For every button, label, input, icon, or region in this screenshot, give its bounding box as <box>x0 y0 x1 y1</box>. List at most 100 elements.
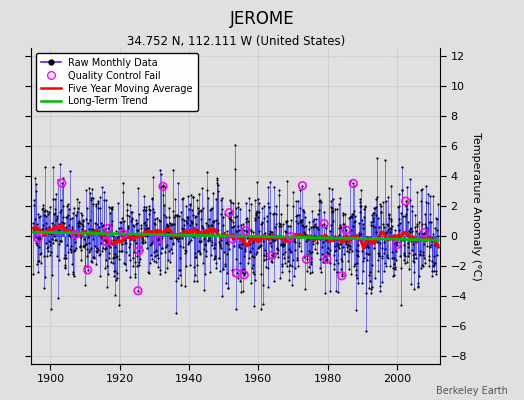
Point <box>395 203 403 209</box>
Point <box>136 256 144 263</box>
Point <box>35 214 43 220</box>
Point <box>122 249 130 255</box>
Point <box>400 256 408 263</box>
Point <box>166 259 174 266</box>
Point <box>262 264 270 270</box>
Point <box>235 244 243 250</box>
Point <box>33 221 41 227</box>
Legend: Raw Monthly Data, Quality Control Fail, Five Year Moving Average, Long-Term Tren: Raw Monthly Data, Quality Control Fail, … <box>36 53 198 111</box>
Point <box>114 234 122 240</box>
Point <box>166 220 174 226</box>
Point <box>199 260 207 266</box>
Point <box>51 191 60 198</box>
Point <box>94 197 103 204</box>
Point <box>181 247 190 253</box>
Point <box>39 204 47 211</box>
Point <box>395 216 403 222</box>
Point <box>45 209 53 216</box>
Point <box>180 232 189 238</box>
Point <box>199 205 208 212</box>
Point <box>83 267 92 273</box>
Point <box>88 186 96 192</box>
Point <box>389 272 397 279</box>
Point <box>286 248 294 254</box>
Point <box>254 196 262 202</box>
Point <box>328 208 336 215</box>
Point <box>403 258 411 265</box>
Point <box>113 252 122 259</box>
Point <box>188 219 196 225</box>
Point <box>239 270 247 276</box>
Point <box>269 211 277 218</box>
Point <box>69 271 78 278</box>
Point <box>173 212 181 219</box>
Point <box>275 187 283 193</box>
Point <box>236 259 245 266</box>
Point <box>290 272 298 279</box>
Point <box>92 249 101 256</box>
Point <box>91 228 100 234</box>
Point <box>189 194 197 200</box>
Point <box>211 255 219 262</box>
Point <box>151 216 159 222</box>
Point <box>256 236 265 243</box>
Point <box>298 222 306 228</box>
Point <box>146 260 155 266</box>
Point <box>118 215 127 221</box>
Point <box>190 250 199 256</box>
Point <box>158 230 167 236</box>
Point <box>196 238 205 244</box>
Point <box>369 223 378 230</box>
Point <box>415 230 423 236</box>
Point <box>316 199 325 205</box>
Point <box>384 227 392 234</box>
Point <box>58 180 66 186</box>
Point <box>135 247 143 254</box>
Point <box>57 238 66 244</box>
Point <box>417 265 425 272</box>
Point <box>220 230 228 236</box>
Point <box>106 205 115 211</box>
Point <box>97 220 105 226</box>
Point <box>403 205 411 212</box>
Point <box>245 226 254 233</box>
Point <box>148 256 156 262</box>
Point <box>319 233 327 239</box>
Point <box>299 229 308 236</box>
Point <box>219 222 227 228</box>
Point <box>134 288 142 294</box>
Point <box>180 250 189 256</box>
Point <box>74 205 82 211</box>
Point <box>235 242 244 248</box>
Point <box>45 224 53 230</box>
Point <box>335 225 343 232</box>
Point <box>431 242 440 248</box>
Point <box>165 214 173 220</box>
Point <box>88 258 96 264</box>
Point <box>391 227 399 233</box>
Point <box>242 227 250 234</box>
Point <box>402 184 411 190</box>
Point <box>413 188 421 195</box>
Point <box>99 184 107 190</box>
Point <box>241 248 249 254</box>
Point <box>270 278 278 284</box>
Point <box>204 222 212 228</box>
Point <box>126 257 134 264</box>
Point <box>95 229 103 236</box>
Point <box>86 217 94 223</box>
Point <box>34 210 42 217</box>
Point <box>355 209 364 216</box>
Point <box>32 188 40 194</box>
Point <box>191 214 199 220</box>
Point <box>282 218 290 224</box>
Point <box>42 213 51 220</box>
Point <box>248 229 257 235</box>
Point <box>253 249 261 256</box>
Point <box>80 244 88 250</box>
Point <box>116 225 125 232</box>
Point <box>111 268 119 274</box>
Point <box>307 255 315 262</box>
Point <box>392 240 400 246</box>
Point <box>419 249 427 255</box>
